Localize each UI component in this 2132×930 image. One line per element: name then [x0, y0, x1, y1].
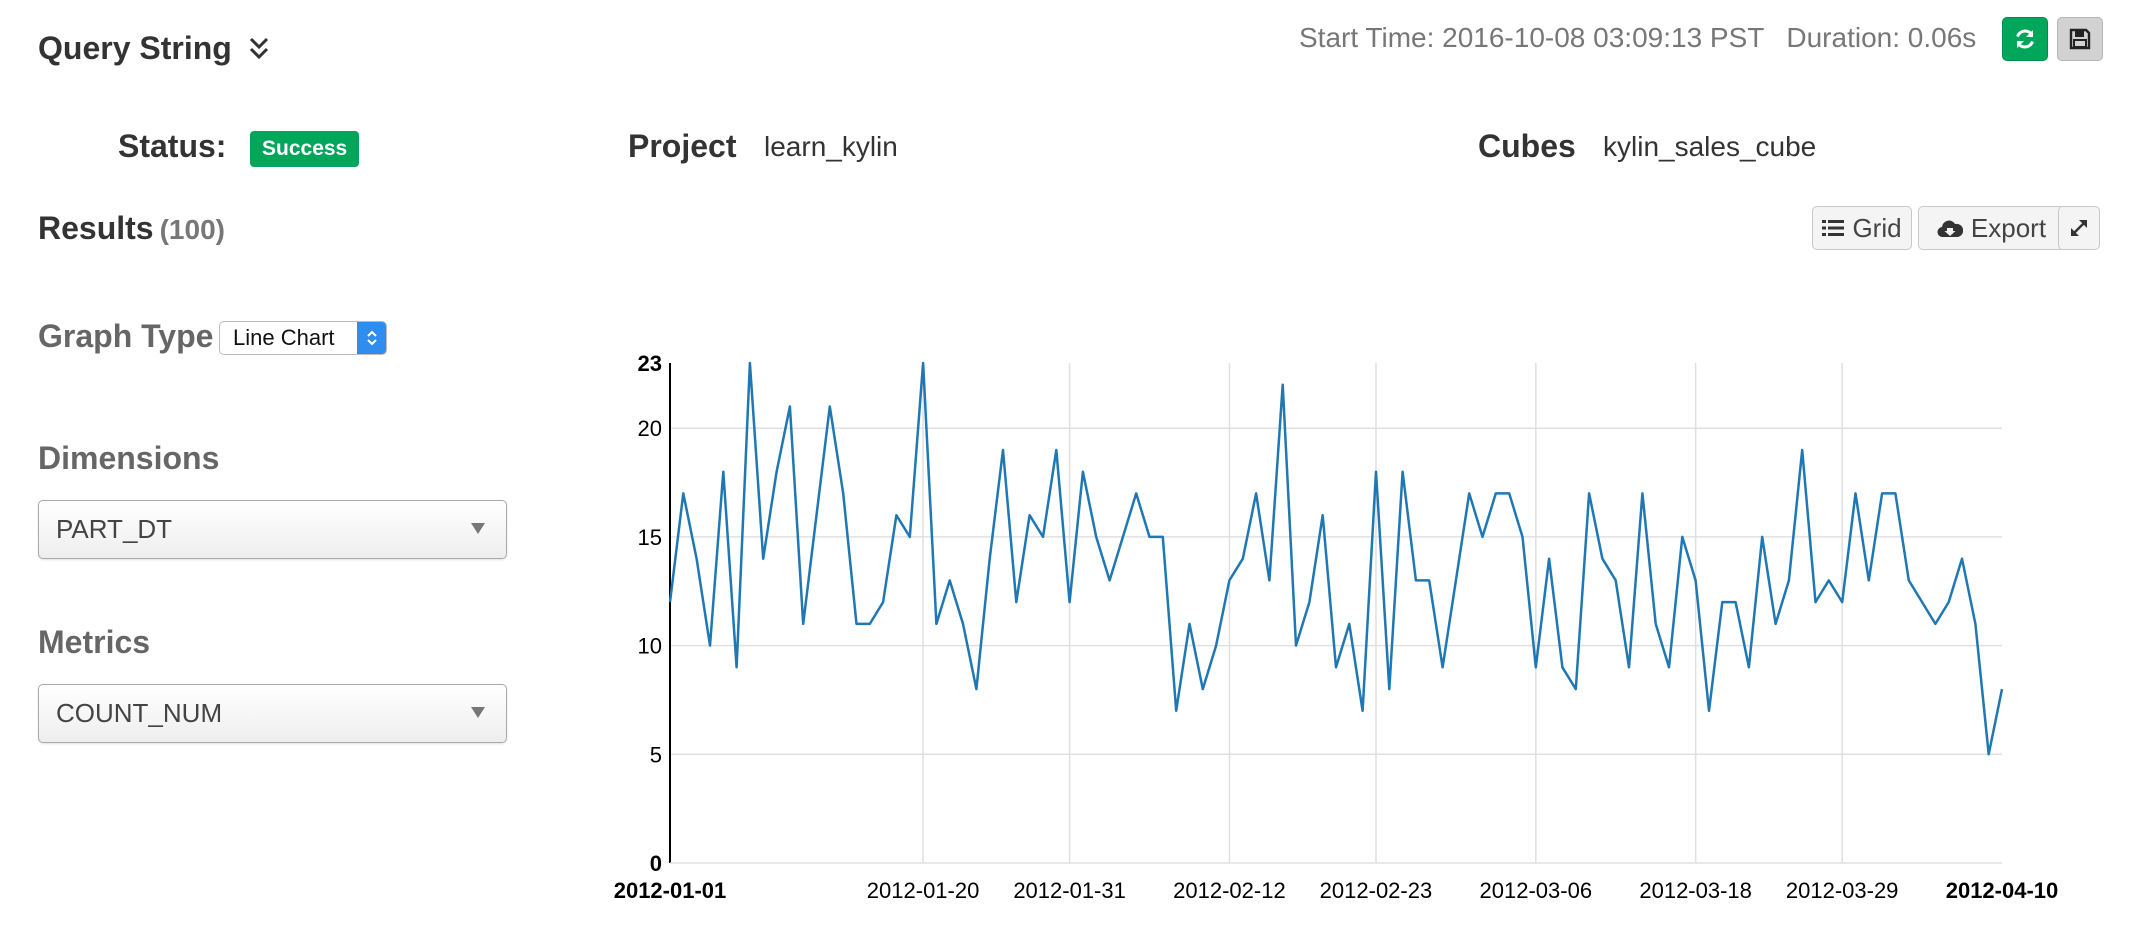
dimension-dropdown[interactable]: PART_DT — [38, 500, 507, 559]
project-label: Project — [628, 128, 737, 164]
x-tick-label: 2012-01-01 — [614, 878, 727, 903]
grid-button-label: Grid — [1852, 212, 1902, 243]
chevron-double-down-icon — [249, 37, 268, 59]
x-tick-label: 2012-03-06 — [1480, 878, 1593, 903]
select-updown-icon — [357, 322, 386, 354]
graph-type-value: Line Chart — [233, 325, 335, 350]
query-time-info: Start Time: 2016-10-08 03:09:13 PST Durat… — [1299, 22, 1976, 54]
duration: Duration: 0.06s — [1786, 22, 1977, 53]
export-button-label: Export — [1970, 212, 2047, 243]
y-tick-label: 23 — [638, 351, 662, 376]
save-query-button[interactable] — [2057, 17, 2103, 61]
x-tick-label: 2012-03-29 — [1786, 878, 1899, 903]
graph-type-select[interactable]: Line Chart — [219, 321, 387, 355]
x-tick-label: 2012-02-23 — [1320, 878, 1433, 903]
x-tick-label: 2012-03-18 — [1639, 878, 1752, 903]
cubes-value: kylin_sales_cube — [1603, 131, 1817, 162]
y-tick-label: 20 — [638, 416, 662, 441]
results-heading: Results (100) — [38, 210, 225, 247]
query-string-title: Query String — [38, 30, 232, 66]
results-count: (100) — [159, 214, 225, 245]
x-tick-label: 2012-02-12 — [1173, 878, 1286, 903]
series-line — [668, 361, 2004, 756]
export-button[interactable]: Export — [1918, 206, 2065, 250]
graph-type-label: Graph Type — [38, 318, 214, 354]
caret-down-icon — [471, 707, 485, 718]
metric-dropdown[interactable]: COUNT_NUM — [38, 684, 507, 743]
dimensions-label: Dimensions — [38, 440, 220, 476]
results-label: Results — [38, 210, 154, 246]
y-tick-label: 15 — [638, 525, 662, 550]
save-icon — [2069, 28, 2091, 50]
metric-value: COUNT_NUM — [56, 698, 223, 728]
dimension-value: PART_DT — [56, 514, 173, 544]
query-string-toggle[interactable]: Query String — [38, 30, 270, 67]
refresh-button[interactable] — [2002, 17, 2048, 61]
fullscreen-button[interactable] — [2058, 206, 2100, 250]
y-tick-label: 0 — [650, 851, 662, 876]
metrics-label: Metrics — [38, 624, 151, 660]
grid-button[interactable]: Grid — [1812, 206, 1912, 250]
cloud-download-icon — [1937, 220, 1963, 238]
caret-down-icon — [471, 523, 485, 534]
x-tick-label: 2012-01-20 — [867, 878, 980, 903]
start-time: Start Time: 2016-10-08 03:09:13 PST — [1299, 22, 1765, 53]
status-label: Status: — [118, 128, 227, 164]
x-tick-label: 2012-01-31 — [1013, 878, 1126, 903]
list-icon — [1822, 220, 1845, 236]
status-badge: Success — [250, 131, 360, 167]
x-tick-label: 2012-04-10 — [1946, 878, 2059, 903]
refresh-icon — [2016, 29, 2034, 49]
project-value: learn_kylin — [764, 131, 898, 162]
y-tick-label: 5 — [650, 742, 662, 767]
expand-icon — [2071, 220, 2087, 236]
y-tick-label: 10 — [638, 634, 662, 659]
cubes-label: Cubes — [1478, 128, 1576, 164]
